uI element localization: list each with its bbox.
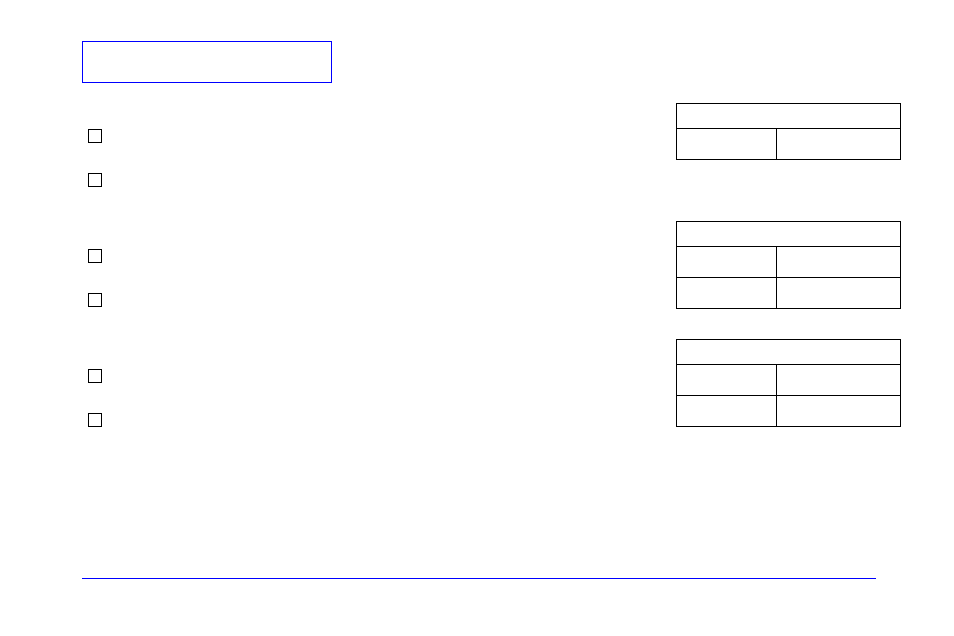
table-row — [677, 129, 901, 160]
table-row — [677, 365, 901, 396]
checkbox-6[interactable] — [88, 413, 102, 427]
table-row — [677, 340, 901, 365]
table-row — [677, 247, 901, 278]
table-2 — [676, 221, 901, 309]
divider-line — [82, 578, 876, 579]
checkbox-2[interactable] — [88, 173, 102, 187]
checkbox-4[interactable] — [88, 293, 102, 307]
checkbox-5[interactable] — [88, 369, 102, 383]
table-1 — [676, 103, 901, 160]
table-3 — [676, 339, 901, 427]
checkbox-1[interactable] — [88, 129, 102, 143]
title-box — [82, 41, 332, 83]
table-row — [677, 222, 901, 247]
checkbox-3[interactable] — [88, 249, 102, 263]
table-row — [677, 396, 901, 427]
table-row — [677, 278, 901, 309]
table-row — [677, 104, 901, 129]
